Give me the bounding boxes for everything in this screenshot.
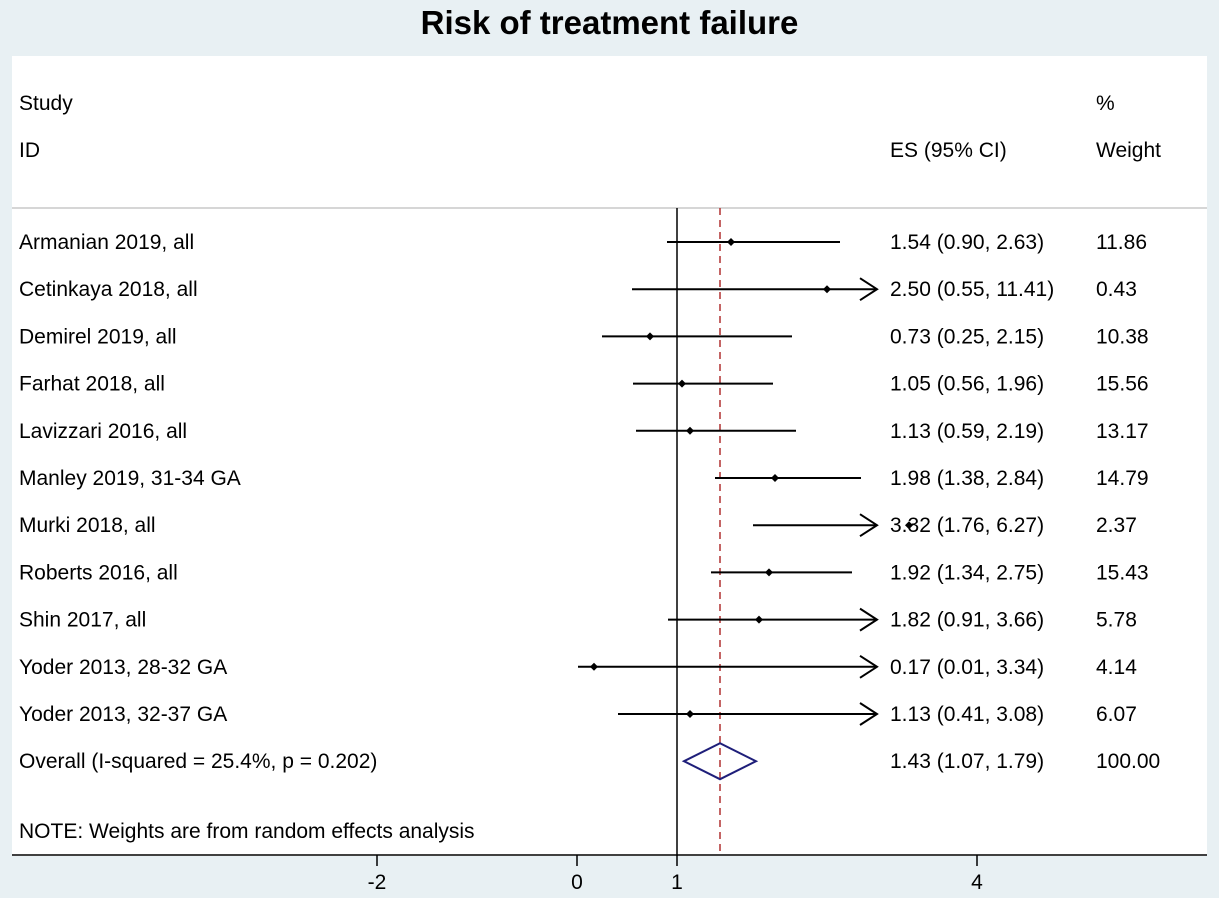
weight-value: 2.37	[1096, 514, 1137, 537]
weight-value: 4.14	[1096, 656, 1137, 679]
point-estimate	[727, 238, 735, 246]
x-tick-label: 4	[971, 871, 983, 894]
point-estimate	[686, 426, 694, 435]
overall-diamond	[681, 742, 759, 781]
es-value: 2.50 (0.55, 11.41)	[890, 278, 1054, 301]
study-label: Yoder 2013, 28-32 GA	[19, 656, 227, 679]
es-value: 1.13 (0.41, 3.08)	[890, 703, 1044, 726]
study-label: Lavizzari 2016, all	[19, 420, 187, 443]
point-estimate	[823, 285, 831, 294]
header-id: ID	[19, 139, 40, 162]
es-value: 1.82 (0.91, 3.66)	[890, 609, 1044, 632]
plot-marks: Armanian 2019, all 1.54 (0.90, 2.63) 11.86…	[19, 208, 1160, 856]
forest-plot: Study ID ES (95% CI) % Weight Armanian 2…	[12, 92, 1207, 856]
study-label: Armanian 2019, all	[19, 231, 194, 254]
note-text: NOTE: Weights are from random effects an…	[19, 820, 475, 843]
weight-value: 15.43	[1096, 561, 1149, 584]
study-label: Demirel 2019, all	[19, 325, 177, 348]
point-estimate	[646, 332, 654, 341]
ci-arrow	[859, 654, 879, 679]
header-weight-pct: %	[1096, 92, 1115, 115]
point-estimate	[755, 615, 763, 624]
header-es: ES (95% CI)	[890, 139, 1007, 162]
x-tick-label: 0	[571, 871, 583, 894]
weight-value: 11.86	[1096, 231, 1147, 254]
point-estimate	[686, 710, 694, 718]
weight-value: 5.78	[1096, 609, 1137, 632]
point-estimate	[765, 568, 773, 577]
weight-value: 10.38	[1096, 325, 1149, 348]
study-label: Cetinkaya 2018, all	[19, 278, 198, 301]
es-value: 1.05 (0.56, 1.96)	[890, 373, 1044, 396]
header-weight: Weight	[1096, 139, 1161, 162]
plot-panel: Study ID ES (95% CI) % Weight Armanian 2…	[12, 56, 1207, 856]
study-label: Manley 2019, 31-34 GA	[19, 467, 241, 490]
es-value: 0.73 (0.25, 2.15)	[890, 325, 1044, 348]
study-label: Murki 2018, all	[19, 514, 156, 537]
overall-es-value: 1.43 (1.07, 1.79)	[890, 750, 1044, 773]
ci-arrow	[859, 513, 879, 538]
header-study: Study	[19, 92, 73, 115]
weight-value: 13.17	[1096, 420, 1149, 443]
weight-value: 0.43	[1096, 278, 1137, 301]
es-value: 1.54 (0.90, 2.63)	[890, 231, 1044, 254]
ci-arrow	[859, 607, 879, 632]
study-label: Shin 2017, all	[19, 609, 146, 632]
weight-value: 6.07	[1096, 703, 1137, 726]
overall-weight-value: 100.00	[1096, 750, 1160, 773]
weight-value: 14.79	[1096, 467, 1149, 490]
es-value: 1.13 (0.59, 2.19)	[890, 420, 1044, 443]
ci-arrow	[859, 277, 879, 302]
es-value: 0.17 (0.01, 3.34)	[890, 656, 1044, 679]
point-estimate	[905, 521, 913, 530]
weight-value: 15.56	[1096, 373, 1149, 396]
es-value: 1.92 (1.34, 2.75)	[890, 561, 1044, 584]
x-tick-label: -2	[368, 871, 387, 894]
study-label: Farhat 2018, all	[19, 373, 165, 396]
point-estimate	[590, 662, 598, 671]
ci-arrow	[859, 702, 879, 726]
study-label: Yoder 2013, 32-37 GA	[19, 703, 227, 726]
chart-title: Risk of treatment failure	[420, 4, 799, 41]
column-headers: Study ID ES (95% CI) % Weight	[19, 92, 1161, 162]
es-value: 3.32 (1.76, 6.27)	[890, 514, 1044, 537]
point-estimate	[771, 474, 779, 482]
point-estimate	[678, 379, 686, 388]
study-label: Roberts 2016, all	[19, 561, 178, 584]
overall-label: Overall (I-squared = 25.4%, p = 0.202)	[19, 750, 377, 773]
x-tick-label: 1	[671, 871, 683, 894]
x-axis-ticks: -2 0 1 4	[368, 855, 983, 894]
es-value: 1.98 (1.38, 2.84)	[890, 467, 1044, 490]
